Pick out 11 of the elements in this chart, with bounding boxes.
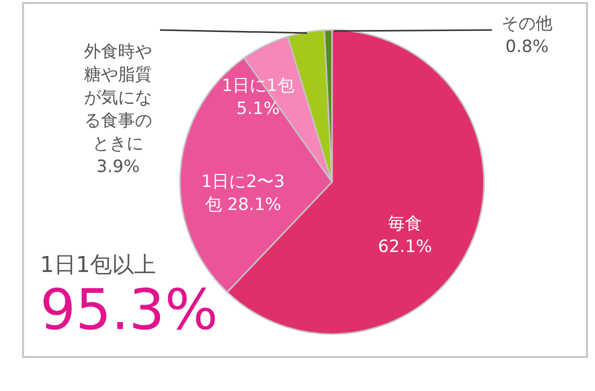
text: 95.3% [40,278,218,343]
data-label: 5.1% [236,99,280,119]
text: 1日1包以上 [40,253,156,278]
slice-label: 毎食 [388,214,422,234]
slice-label: 1日に2〜3包 28.1% [201,172,285,215]
slice-label: その他 [502,14,552,34]
data-label: 62.1% [378,237,432,257]
slice-label: 外食時や糖や脂質が気になる食事のときに [84,42,152,154]
data-label: 3.9% [96,157,140,177]
data-label: 0.8% [505,37,549,57]
slice-label: 1日に1包 [222,76,294,96]
